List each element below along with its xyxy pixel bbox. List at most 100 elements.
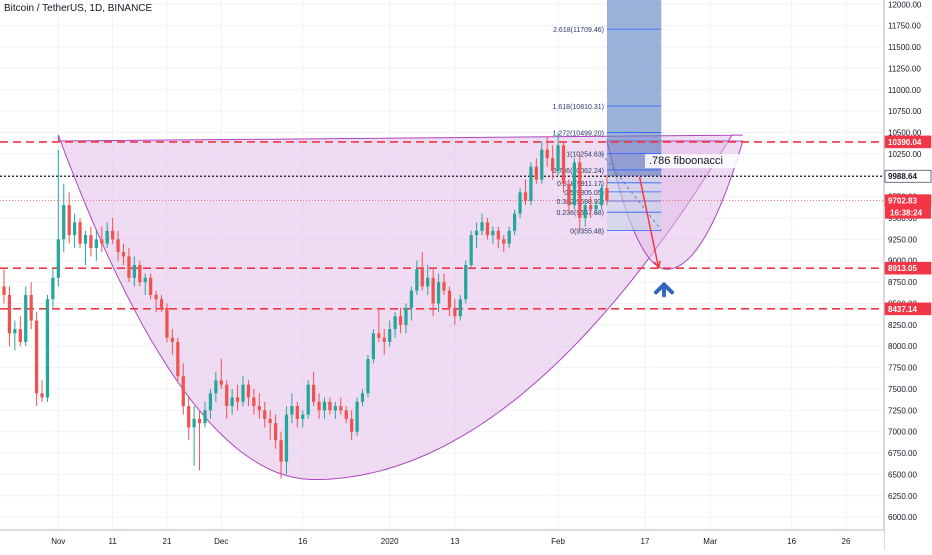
fib-annotation-bg bbox=[644, 154, 741, 169]
candle-body bbox=[545, 149, 549, 159]
candle bbox=[442, 273, 446, 295]
candle bbox=[583, 200, 587, 227]
candle-body bbox=[540, 149, 544, 180]
fib-level-label: 1.272(10499.20) bbox=[553, 131, 604, 138]
candle-body bbox=[290, 406, 294, 415]
candle bbox=[572, 158, 576, 210]
candle bbox=[89, 226, 93, 257]
candle bbox=[51, 269, 55, 308]
candle bbox=[328, 397, 332, 415]
candle-body bbox=[62, 205, 66, 240]
candle-body bbox=[13, 329, 17, 334]
candle bbox=[176, 337, 180, 381]
candle bbox=[496, 226, 500, 248]
candle-body bbox=[605, 188, 609, 201]
candle-body bbox=[496, 230, 500, 240]
time-tick-label: 16 bbox=[787, 537, 796, 546]
price-tick-label: 9250.00 bbox=[888, 235, 917, 244]
candle-body bbox=[72, 222, 77, 236]
candle-body bbox=[34, 320, 39, 394]
candle bbox=[594, 200, 598, 214]
time-tick-label: 26 bbox=[842, 537, 851, 546]
candle-body bbox=[599, 188, 604, 206]
candle-body bbox=[453, 307, 457, 317]
price-tick-label: 8000.00 bbox=[888, 342, 917, 351]
candle-body bbox=[143, 277, 147, 283]
price-badge-label: 9988.64 bbox=[888, 172, 917, 181]
candle bbox=[192, 406, 196, 466]
fib-zone-box bbox=[606, 176, 662, 231]
candle-body bbox=[328, 401, 332, 411]
price-tick-label: 10750.00 bbox=[888, 107, 922, 116]
candle bbox=[295, 401, 299, 428]
candle bbox=[371, 329, 376, 364]
candle bbox=[589, 196, 593, 218]
candle-body bbox=[502, 239, 506, 244]
candle-body bbox=[301, 414, 305, 419]
candle-body bbox=[556, 145, 560, 171]
candle bbox=[45, 294, 50, 402]
candle bbox=[512, 209, 517, 236]
chart-title: Bitcoin / TetherUS, 1D, BINANCE bbox=[4, 3, 152, 14]
candle bbox=[518, 188, 522, 218]
candle bbox=[111, 217, 115, 244]
candle bbox=[312, 371, 316, 407]
price-tick-label: 10500.00 bbox=[888, 129, 922, 138]
candle-body bbox=[366, 359, 370, 394]
candle-body bbox=[78, 222, 82, 244]
candle bbox=[203, 401, 207, 428]
price-tick-label: 11500.00 bbox=[888, 43, 921, 52]
price-badge-bg bbox=[884, 302, 932, 316]
price-tick-label: 11250.00 bbox=[888, 64, 921, 73]
candle-body bbox=[398, 316, 403, 325]
candle bbox=[62, 183, 66, 253]
candle-body bbox=[534, 166, 538, 180]
countdown-badge-label: 16:38:24 bbox=[890, 209, 923, 218]
candle-body bbox=[371, 333, 376, 360]
price-tick-label: 8250.00 bbox=[888, 321, 917, 330]
candle-body bbox=[485, 222, 490, 236]
candle-body bbox=[208, 393, 213, 411]
candle bbox=[13, 320, 17, 351]
time-axis-ticks: Nov 11 21 Dec 16 2020 13 Feb 17 Mar 16 26 bbox=[51, 537, 851, 546]
candle-body bbox=[415, 269, 419, 291]
candle-body bbox=[192, 418, 196, 428]
candle-body bbox=[409, 290, 414, 308]
candle bbox=[83, 230, 88, 265]
candle-body bbox=[388, 329, 392, 342]
candle bbox=[333, 401, 337, 419]
candle-body bbox=[480, 222, 484, 231]
price-tick-label: 7500.00 bbox=[888, 385, 917, 394]
candle-body bbox=[567, 183, 571, 206]
candle-body bbox=[40, 393, 44, 398]
fib-level-label: 0(9355.48) bbox=[570, 228, 604, 235]
countdown-badge-bg bbox=[885, 206, 931, 219]
price-tick-label: 9000.00 bbox=[888, 257, 917, 266]
candle bbox=[507, 226, 511, 248]
candle bbox=[132, 256, 136, 287]
candle-body bbox=[165, 307, 169, 338]
candle bbox=[187, 397, 191, 441]
candle-body bbox=[235, 397, 240, 402]
candle bbox=[409, 286, 414, 321]
price-badges: 10390.04 9988.64 9702.83 8913.05 8437.14 16:3… bbox=[884, 135, 932, 316]
candle bbox=[453, 299, 457, 325]
candle bbox=[18, 316, 22, 347]
candle-body bbox=[67, 205, 71, 236]
candle bbox=[431, 269, 435, 317]
candle bbox=[377, 307, 381, 342]
candle bbox=[523, 179, 528, 206]
candle-body bbox=[18, 329, 22, 342]
candle bbox=[154, 290, 158, 313]
candle bbox=[121, 243, 126, 265]
candle bbox=[545, 136, 549, 167]
time-tick-label: 21 bbox=[163, 537, 172, 546]
candle-body bbox=[7, 294, 12, 334]
candle bbox=[263, 401, 267, 428]
candle bbox=[214, 371, 218, 402]
chart-title-text: Bitcoin / TetherUS, 1D, BINANCE bbox=[4, 3, 153, 14]
fib-level-label: 2.618(11709.46) bbox=[553, 27, 604, 34]
candle bbox=[398, 307, 403, 334]
fib-level-label: 1.618(10810.31) bbox=[553, 104, 604, 111]
